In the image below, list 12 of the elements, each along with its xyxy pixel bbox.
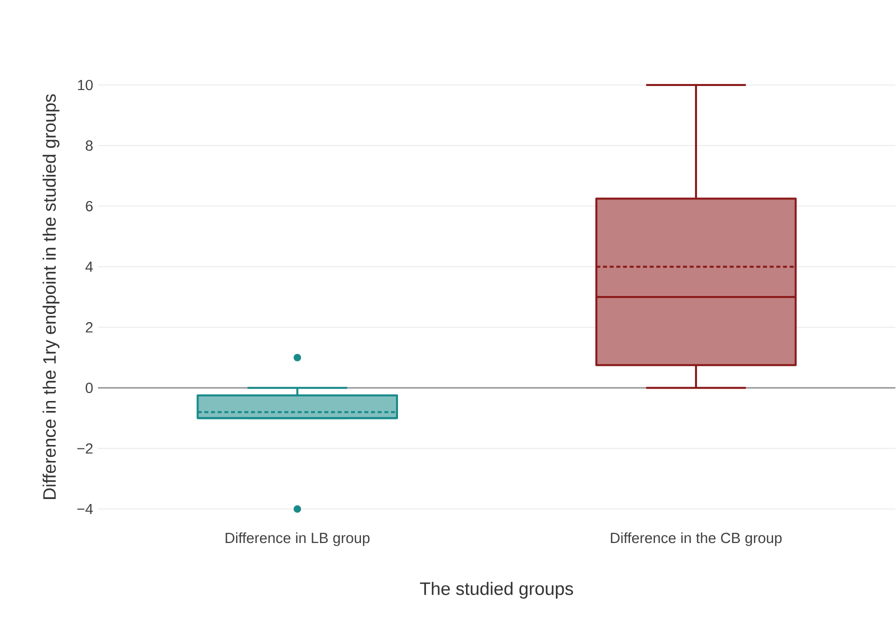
y-tick-label: 8: [86, 140, 93, 151]
y-tick-label: −4: [77, 504, 93, 514]
y-tick-label: 4: [85, 262, 93, 272]
x-tick-label: Difference in the CB group: [610, 532, 782, 546]
y-axis-title: Difference in the 1ry endpoint in the studied groups: [42, 94, 60, 499]
y-tick-label: 0: [86, 382, 93, 394]
y-tick-label: 6: [86, 200, 93, 212]
y-tick-label: 10: [78, 80, 93, 90]
y-tick-label: 2: [86, 322, 93, 332]
y-tick-label: −2: [77, 443, 93, 454]
x-axis-title: The studied groups: [420, 582, 574, 599]
x-tick-label: Difference in LB group: [226, 532, 370, 546]
